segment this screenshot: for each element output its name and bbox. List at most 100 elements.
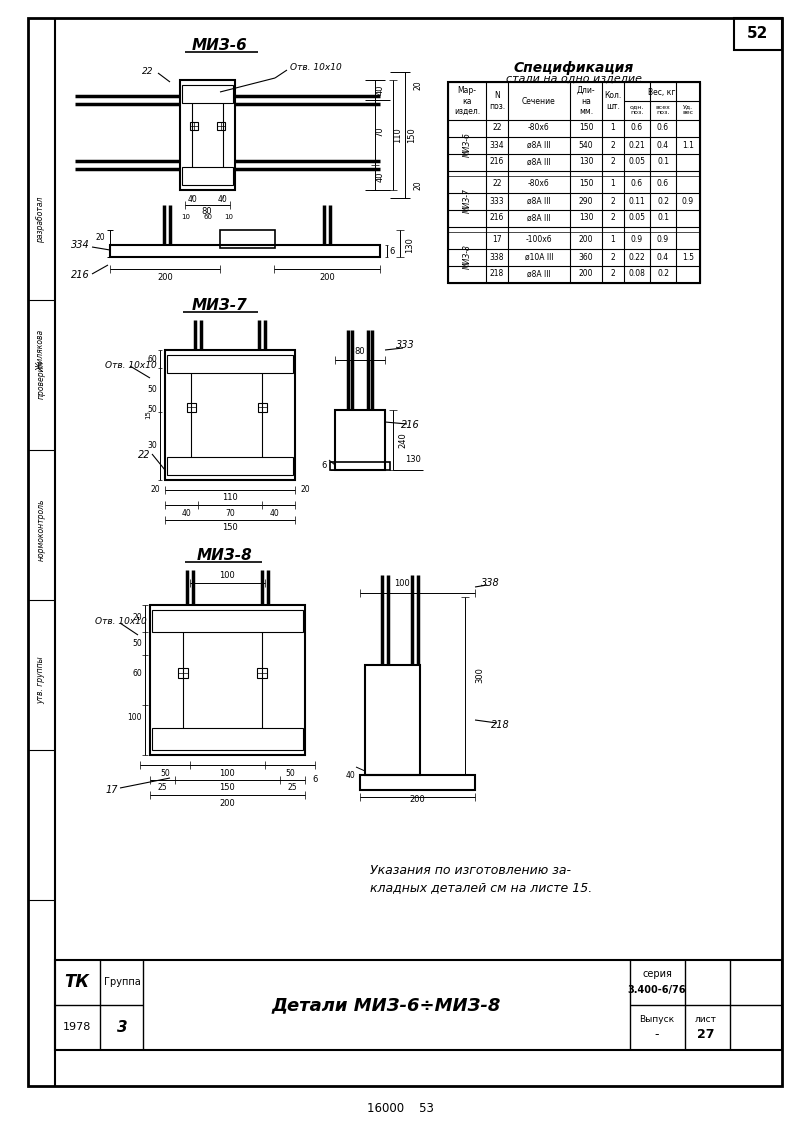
Text: Отв. 10х10: Отв. 10х10 [95, 617, 146, 626]
Text: 0.9: 0.9 [631, 235, 643, 244]
Bar [187, 403, 196, 412]
Bar [257, 668, 267, 678]
Text: 0.21: 0.21 [629, 141, 646, 150]
Text: 218: 218 [490, 720, 510, 730]
Text: 22: 22 [142, 68, 154, 77]
Bar [360, 775, 475, 790]
Text: 216: 216 [401, 420, 419, 430]
Text: 25: 25 [157, 784, 167, 793]
Text: 150: 150 [407, 127, 417, 143]
Bar [734, 18, 782, 50]
Text: 0.9: 0.9 [682, 197, 694, 206]
Text: 50: 50 [160, 769, 170, 777]
Bar [178, 668, 188, 678]
Text: Вес, кг: Вес, кг [648, 89, 676, 98]
Text: 50: 50 [147, 385, 157, 394]
Text: N
поз.: N поз. [489, 91, 505, 110]
Text: 70: 70 [225, 509, 235, 518]
Bar [190, 122, 198, 129]
Text: ø8А III: ø8А III [527, 158, 551, 167]
Text: 0.9: 0.9 [657, 235, 669, 244]
Bar [152, 729, 303, 750]
Text: 17: 17 [492, 235, 502, 244]
Text: ТК: ТК [65, 973, 90, 991]
Text: 25: 25 [287, 784, 297, 793]
Text: 6: 6 [312, 776, 318, 785]
Bar [330, 462, 390, 470]
Text: 300: 300 [475, 667, 485, 683]
Text: 0.6: 0.6 [657, 179, 669, 188]
Text: -80х6: -80х6 [528, 124, 550, 133]
Text: 100: 100 [219, 571, 235, 580]
Bar [55, 960, 782, 1051]
Text: 20: 20 [414, 180, 422, 190]
Text: 1978: 1978 [63, 1022, 91, 1033]
Text: 1: 1 [610, 124, 615, 133]
Text: 20: 20 [150, 485, 160, 494]
Text: Уд.
вес: Уд. вес [682, 105, 694, 115]
Text: 360: 360 [578, 252, 594, 261]
Text: 20: 20 [300, 485, 310, 494]
Text: 15: 15 [145, 411, 151, 420]
Text: 2: 2 [610, 214, 615, 223]
Text: 110: 110 [222, 493, 238, 502]
Text: Мар-
ка
издел.: Мар- ка издел. [454, 86, 480, 116]
Text: 1.1: 1.1 [682, 141, 694, 150]
Bar [110, 245, 380, 257]
Text: Спецификация: Спецификация [514, 61, 634, 75]
Bar [220, 230, 275, 248]
Text: 2: 2 [610, 197, 615, 206]
Text: 290: 290 [578, 197, 594, 206]
Text: 216: 216 [490, 214, 504, 223]
Text: 10: 10 [225, 214, 234, 220]
Text: 0.11: 0.11 [629, 197, 646, 206]
Text: 80: 80 [354, 348, 366, 357]
Text: 20: 20 [132, 613, 142, 622]
Text: утв. группы: утв. группы [37, 656, 46, 704]
Text: 540: 540 [578, 141, 594, 150]
Text: Дли-
на
мм.: Дли- на мм. [577, 86, 595, 116]
Bar [167, 355, 293, 373]
Bar [258, 403, 267, 412]
Text: ø8А III: ø8А III [527, 197, 551, 206]
Text: 2: 2 [610, 252, 615, 261]
Text: 40: 40 [375, 84, 385, 96]
Text: МИЗ-8: МИЗ-8 [462, 244, 471, 269]
Text: 200: 200 [219, 798, 235, 807]
Text: 52: 52 [747, 27, 769, 42]
Text: 2: 2 [610, 141, 615, 150]
Text: 0.2: 0.2 [657, 197, 669, 206]
Text: 40: 40 [375, 172, 385, 182]
Text: 0.05: 0.05 [629, 158, 646, 167]
Text: 334: 334 [71, 240, 90, 250]
Text: МИЗ-6: МИЗ-6 [462, 133, 471, 158]
Text: Отв. 10х10: Отв. 10х10 [105, 360, 157, 369]
Text: Кол.
шт.: Кол. шт. [604, 91, 622, 110]
Text: 338: 338 [490, 252, 504, 261]
Text: 338: 338 [481, 578, 499, 588]
Text: 0.2: 0.2 [657, 269, 669, 278]
Bar [150, 605, 305, 756]
Text: 333: 333 [396, 340, 414, 350]
Text: 100: 100 [127, 713, 142, 722]
Bar [448, 82, 700, 283]
Text: разработал: разработал [37, 197, 46, 243]
Bar [335, 410, 385, 470]
Bar [180, 80, 235, 190]
Text: 2: 2 [610, 158, 615, 167]
Text: 216: 216 [71, 270, 90, 280]
Text: 130: 130 [406, 238, 414, 253]
Text: 200: 200 [157, 272, 173, 282]
Text: 1.5: 1.5 [682, 252, 694, 261]
Text: 40: 40 [346, 770, 355, 779]
Text: 216: 216 [490, 158, 504, 167]
Text: всех
поз.: всех поз. [655, 105, 670, 115]
Text: 20: 20 [95, 233, 105, 242]
Text: 200: 200 [319, 272, 335, 282]
Text: 0.6: 0.6 [631, 179, 643, 188]
Text: 27: 27 [698, 1028, 714, 1042]
Text: 0.22: 0.22 [629, 252, 646, 261]
Text: 0.4: 0.4 [657, 252, 669, 261]
Text: 0.05: 0.05 [629, 214, 646, 223]
Text: 0.1: 0.1 [657, 214, 669, 223]
